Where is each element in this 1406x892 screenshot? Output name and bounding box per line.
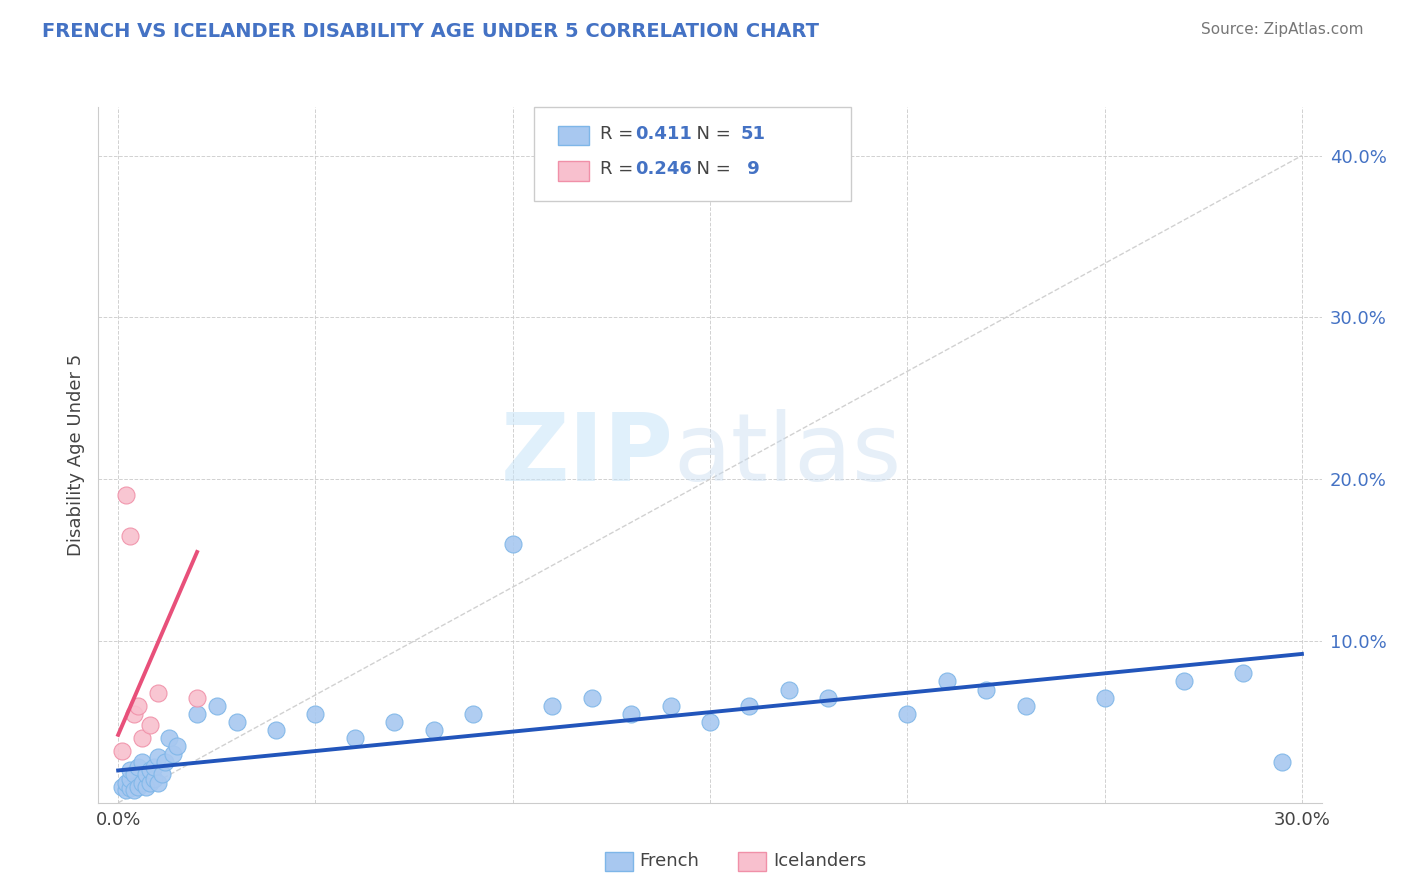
Text: ZIP: ZIP (501, 409, 673, 501)
Text: 9: 9 (741, 161, 759, 178)
Point (162, 747, 184, 762)
Point (127, 760, 149, 774)
Point (135, 766, 157, 780)
Point (146, 750, 169, 764)
Text: atlas: atlas (673, 409, 901, 501)
Point (150, 766, 173, 780)
Point (115, 782, 138, 797)
Point (659, 698, 682, 713)
Point (131, 731, 153, 745)
Point (264, 723, 287, 737)
Point (131, 776, 153, 790)
Point (111, 744, 134, 758)
Point (111, 780, 134, 794)
Point (115, 776, 138, 790)
Text: N =: N = (685, 161, 737, 178)
Point (778, 682, 800, 697)
Point (142, 772, 165, 786)
Text: Source: ZipAtlas.com: Source: ZipAtlas.com (1201, 22, 1364, 37)
Point (138, 764, 160, 778)
Point (382, 714, 405, 729)
Point (122, 706, 145, 721)
Point (699, 714, 721, 729)
Point (1094, 690, 1116, 705)
Point (127, 780, 149, 794)
Point (142, 760, 165, 774)
Point (127, 698, 149, 713)
Point (186, 706, 208, 721)
Point (115, 488, 138, 502)
Point (146, 686, 169, 700)
Text: R =: R = (600, 125, 645, 143)
Point (581, 690, 603, 705)
Point (159, 731, 181, 745)
Point (118, 764, 141, 778)
Point (166, 739, 188, 754)
Point (935, 674, 957, 689)
Point (463, 706, 485, 721)
Point (122, 782, 145, 797)
Text: 0.246: 0.246 (636, 161, 692, 178)
Point (1271, 756, 1294, 770)
Point (620, 706, 643, 721)
Point (118, 529, 141, 543)
Point (1173, 674, 1195, 689)
Point (304, 706, 326, 721)
Text: Icelanders: Icelanders (773, 852, 866, 870)
Point (131, 756, 153, 770)
Text: 51: 51 (741, 125, 766, 143)
Point (974, 682, 997, 697)
Point (896, 706, 918, 721)
Text: R =: R = (600, 161, 640, 178)
Point (423, 723, 446, 737)
Point (738, 698, 761, 713)
Point (502, 537, 524, 551)
Y-axis label: Disability Age Under 5: Disability Age Under 5 (66, 354, 84, 556)
Point (138, 776, 160, 790)
Point (146, 776, 169, 790)
Point (135, 780, 157, 794)
Point (122, 766, 145, 780)
Text: N =: N = (685, 125, 737, 143)
Point (817, 690, 839, 705)
Point (1232, 666, 1254, 681)
Point (118, 781, 141, 796)
Text: FRENCH VS ICELANDER DISABILITY AGE UNDER 5 CORRELATION CHART: FRENCH VS ICELANDER DISABILITY AGE UNDER… (42, 22, 820, 41)
Point (118, 772, 141, 786)
Point (343, 731, 366, 745)
Point (186, 690, 208, 705)
Point (1015, 698, 1038, 713)
Point (138, 718, 160, 732)
Point (205, 698, 228, 713)
Point (541, 698, 564, 713)
Point (155, 756, 177, 770)
Text: 0.411: 0.411 (636, 125, 692, 143)
Text: French: French (640, 852, 700, 870)
Point (225, 714, 247, 729)
